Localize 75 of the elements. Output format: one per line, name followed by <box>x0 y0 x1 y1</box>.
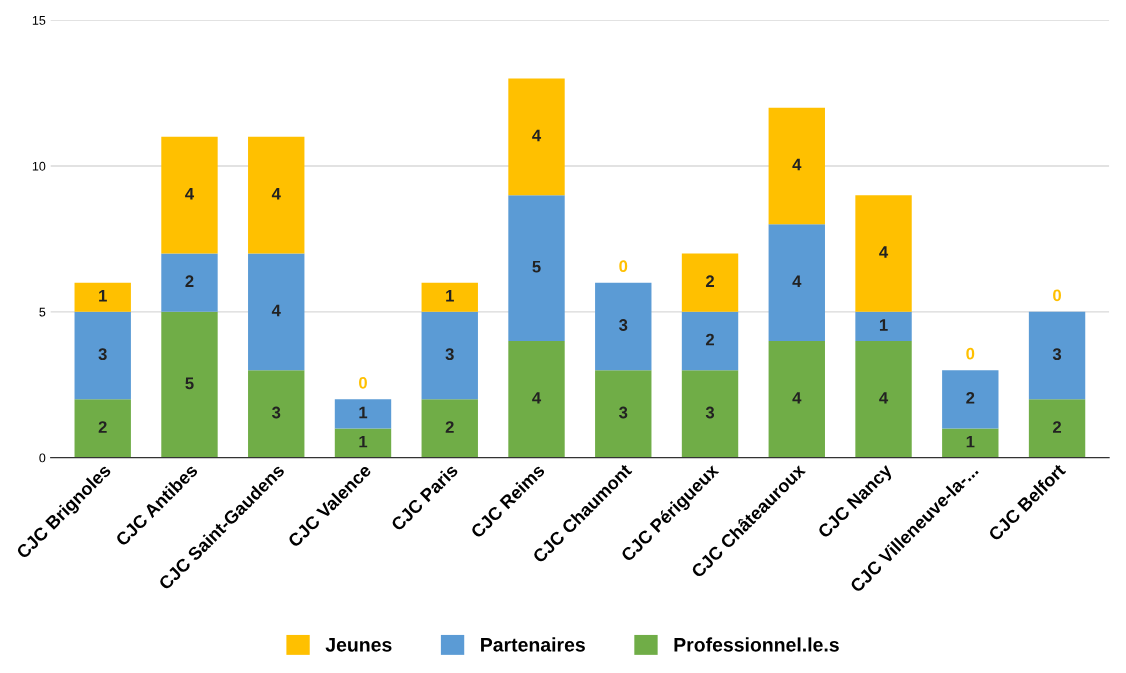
data-label: 4 <box>271 304 281 317</box>
bar <box>1028 311 1086 400</box>
bar <box>248 136 305 254</box>
data-label: 0 <box>1053 289 1062 302</box>
data-label: 4 <box>185 188 195 200</box>
bar <box>74 311 131 400</box>
bar <box>855 340 912 458</box>
data-label: 2 <box>705 333 714 346</box>
data-label: 1 <box>99 290 107 302</box>
y-tick-label: 10 <box>32 161 46 171</box>
bar <box>248 253 305 371</box>
bar <box>421 282 478 312</box>
legend-label: Jeunes <box>325 638 392 652</box>
y-tick-label: 5 <box>39 307 46 317</box>
data-label: 4 <box>879 246 889 258</box>
data-label: 0 <box>359 376 367 389</box>
bar <box>421 311 478 400</box>
data-label: 4 <box>532 129 542 142</box>
data-label: 2 <box>966 391 975 404</box>
bar <box>855 195 912 312</box>
bar <box>508 195 565 341</box>
data-label: 3 <box>705 406 715 419</box>
bar <box>334 399 392 429</box>
data-label: 1 <box>879 319 888 331</box>
bar <box>74 399 131 458</box>
bar <box>334 428 392 458</box>
data-label: 3 <box>619 406 628 419</box>
data-label: 2 <box>1053 421 1062 433</box>
y-tick-label: 15 <box>32 16 46 25</box>
bar <box>74 282 131 312</box>
bar <box>161 136 218 254</box>
bar <box>942 370 999 429</box>
bar <box>508 340 565 458</box>
bar <box>942 428 999 458</box>
data-label: 3 <box>445 348 454 361</box>
bar <box>681 253 739 312</box>
bar <box>508 78 565 196</box>
data-label: 1 <box>446 290 454 302</box>
data-label: 0 <box>966 347 975 360</box>
data-label: 3 <box>98 348 107 361</box>
bar <box>768 107 825 225</box>
bar <box>161 253 218 312</box>
data-label: 4 <box>532 392 542 404</box>
data-label: 2 <box>705 275 714 287</box>
bar <box>1028 399 1086 458</box>
data-label: 2 <box>185 275 194 287</box>
data-label: 4 <box>792 158 802 171</box>
data-label: 0 <box>619 260 628 273</box>
legend-label: Professionnel.le.s <box>674 637 839 652</box>
data-label: 4 <box>271 188 281 200</box>
bar <box>681 311 739 371</box>
data-label: 5 <box>185 377 194 390</box>
data-label: 2 <box>98 421 107 433</box>
data-label: 3 <box>619 319 628 331</box>
data-label: 4 <box>792 392 802 404</box>
bar <box>161 311 218 458</box>
data-label: 2 <box>445 421 454 433</box>
data-label: 3 <box>1052 348 1062 361</box>
data-label: 1 <box>359 406 368 419</box>
legend-label: Partenaires <box>481 637 585 652</box>
bar <box>855 311 912 341</box>
bar <box>768 340 825 458</box>
bar <box>681 370 739 458</box>
data-label: 1 <box>966 435 975 448</box>
data-label: 3 <box>271 406 281 419</box>
data-label: 1 <box>359 435 368 448</box>
data-label: 4 <box>879 392 889 404</box>
bar <box>248 370 305 458</box>
bar <box>421 399 478 458</box>
y-tick-label: 0 <box>39 453 46 463</box>
bar <box>595 370 652 458</box>
data-label: 4 <box>792 275 802 287</box>
bar <box>768 224 825 341</box>
data-label: 5 <box>532 260 541 273</box>
bar <box>595 282 652 371</box>
